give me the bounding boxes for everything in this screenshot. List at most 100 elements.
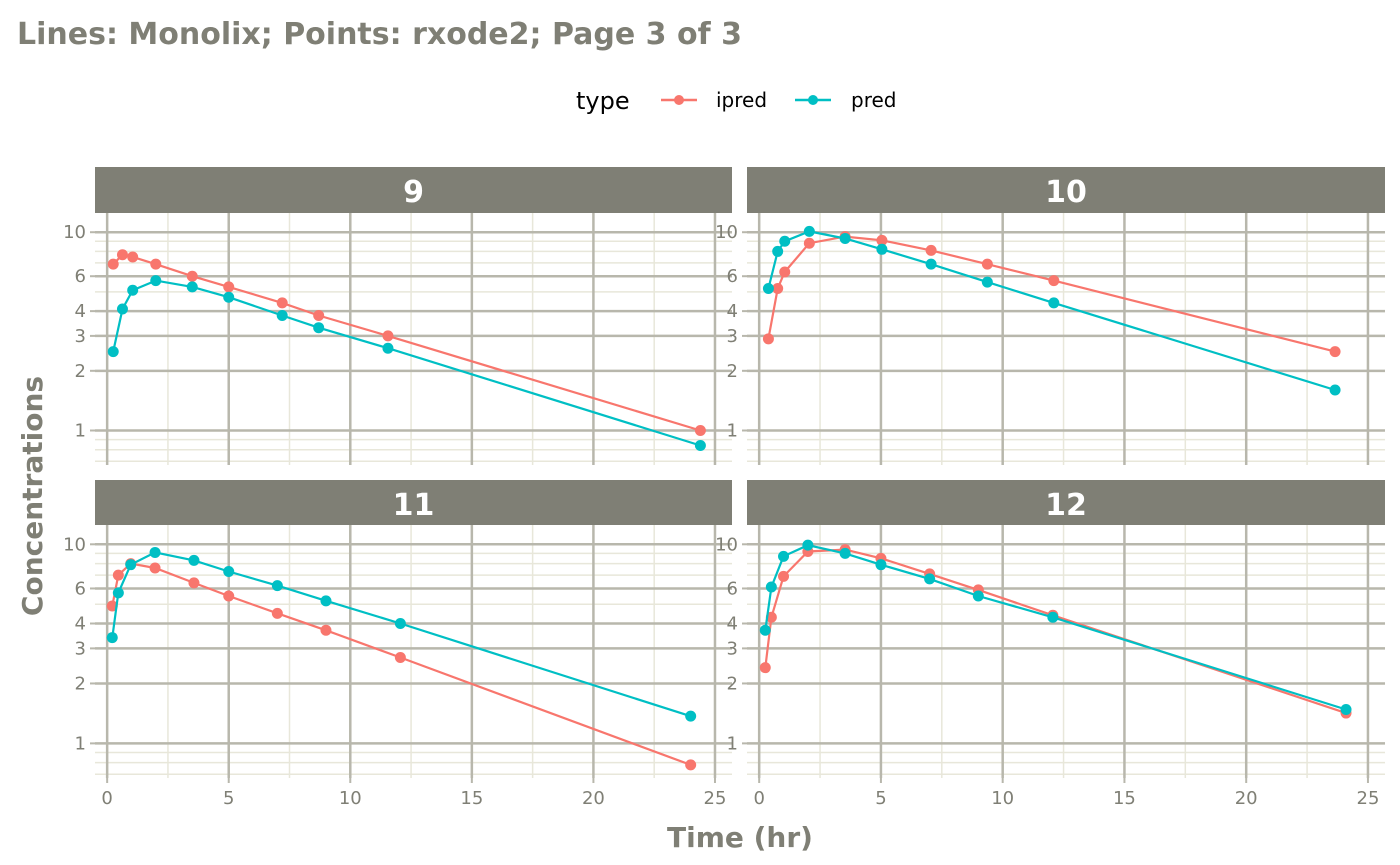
- x-axis-title: Time (hr): [667, 821, 813, 854]
- data-point-pred: [1329, 384, 1341, 396]
- y-tick-label: 10: [63, 222, 86, 243]
- series-line-ipred: [111, 562, 692, 766]
- facet-strip-label: 11: [393, 488, 435, 523]
- data-point-ipred: [759, 662, 771, 674]
- facet-strip-label: 9: [403, 175, 424, 210]
- x-tick-label: 20: [1235, 788, 1258, 809]
- legend-key-pred-point: [808, 95, 818, 105]
- data-point-pred: [803, 225, 815, 237]
- data-point-ipred: [981, 258, 993, 270]
- series-line-pred: [764, 544, 1347, 711]
- x-tick-label: 5: [875, 788, 886, 809]
- facet-panel-10: 10 1 2 3 4 6 10: [715, 167, 1385, 465]
- y-tick-label: 6: [75, 266, 86, 287]
- data-point-ipred: [112, 569, 124, 581]
- data-point-ipred: [685, 759, 697, 771]
- x-tick-label: 25: [704, 788, 727, 809]
- x-tick-label: 10: [991, 788, 1014, 809]
- y-tick-label: 1: [75, 733, 86, 754]
- y-tick-label: 1: [75, 421, 86, 442]
- x-tick-label: 0: [101, 788, 112, 809]
- data-point-ipred: [186, 270, 198, 282]
- data-point-pred: [125, 559, 137, 571]
- data-point-pred: [276, 310, 288, 322]
- y-tick-label: 4: [75, 301, 86, 322]
- data-point-pred: [772, 245, 784, 257]
- data-point-ipred: [150, 258, 162, 270]
- data-point-pred: [924, 573, 936, 585]
- data-point-pred: [876, 243, 888, 255]
- data-point-ipred: [313, 310, 325, 322]
- data-point-ipred: [107, 258, 119, 270]
- legend-label-pred: pred: [851, 88, 896, 112]
- data-point-ipred: [188, 577, 200, 589]
- data-point-pred: [107, 346, 119, 358]
- data-point-pred: [271, 580, 283, 592]
- data-point-pred: [765, 581, 777, 593]
- data-point-pred: [127, 284, 139, 296]
- facet-strip: [95, 167, 732, 213]
- data-point-ipred: [925, 244, 937, 256]
- data-point-pred: [188, 554, 200, 566]
- series-line-pred: [767, 230, 1336, 392]
- y-tick-label: 2: [75, 673, 86, 694]
- data-point-ipred: [271, 607, 283, 619]
- x-tick-label: 15: [1113, 788, 1136, 809]
- data-point-pred: [116, 303, 128, 315]
- data-point-ipred: [762, 333, 774, 345]
- legend-label-ipred: ipred: [716, 88, 767, 112]
- series-line-ipred: [112, 253, 701, 432]
- data-point-ipred: [772, 283, 784, 295]
- data-point-ipred: [1048, 275, 1060, 287]
- data-point-ipred: [1329, 346, 1341, 358]
- data-point-pred: [313, 322, 325, 334]
- data-point-pred: [106, 632, 118, 644]
- data-point-ipred: [803, 237, 815, 249]
- data-point-ipred: [778, 570, 790, 582]
- y-tick-label: 2: [75, 361, 86, 382]
- data-point-pred: [320, 595, 332, 607]
- y-tick-label: 6: [727, 266, 738, 287]
- facet-strip-label: 10: [1045, 175, 1087, 210]
- data-point-ipred: [127, 251, 139, 263]
- y-axis-title: Concentrations: [16, 376, 49, 616]
- y-tick-label: 2: [727, 361, 738, 382]
- y-tick-label: 3: [727, 638, 738, 659]
- data-point-ipred: [394, 651, 406, 663]
- data-point-pred: [112, 587, 124, 599]
- facet-strip: [95, 480, 732, 525]
- data-point-pred: [150, 275, 162, 287]
- y-tick-label: 10: [715, 534, 738, 555]
- data-point-ipred: [116, 249, 128, 261]
- data-point-pred: [382, 342, 394, 354]
- y-tick-label: 10: [715, 222, 738, 243]
- data-point-ipred: [876, 234, 888, 246]
- data-point-ipred: [223, 281, 235, 293]
- x-tick-label: 15: [460, 788, 483, 809]
- x-tick-label: 10: [339, 788, 362, 809]
- data-point-pred: [685, 710, 697, 722]
- data-point-pred: [778, 550, 790, 562]
- y-tick-label: 1: [727, 421, 738, 442]
- legend-key-ipred-point: [674, 95, 684, 105]
- data-point-ipred: [779, 266, 791, 278]
- series-line-pred: [112, 279, 701, 447]
- data-point-pred: [839, 547, 851, 559]
- y-tick-label: 10: [63, 534, 86, 555]
- data-point-pred: [223, 291, 235, 303]
- y-tick-label: 3: [75, 326, 86, 347]
- legend-title: type: [576, 87, 630, 115]
- x-tick-label: 20: [582, 788, 605, 809]
- y-tick-label: 3: [727, 326, 738, 347]
- data-point-pred: [972, 590, 984, 602]
- data-point-pred: [762, 283, 774, 295]
- data-point-pred: [981, 276, 993, 288]
- data-point-pred: [1047, 611, 1059, 623]
- legend: type ipred pred: [576, 87, 896, 115]
- data-point-pred: [394, 618, 406, 630]
- chart-title: Lines: Monolix; Points: rxode2; Page 3 o…: [17, 17, 742, 52]
- data-point-pred: [694, 440, 706, 452]
